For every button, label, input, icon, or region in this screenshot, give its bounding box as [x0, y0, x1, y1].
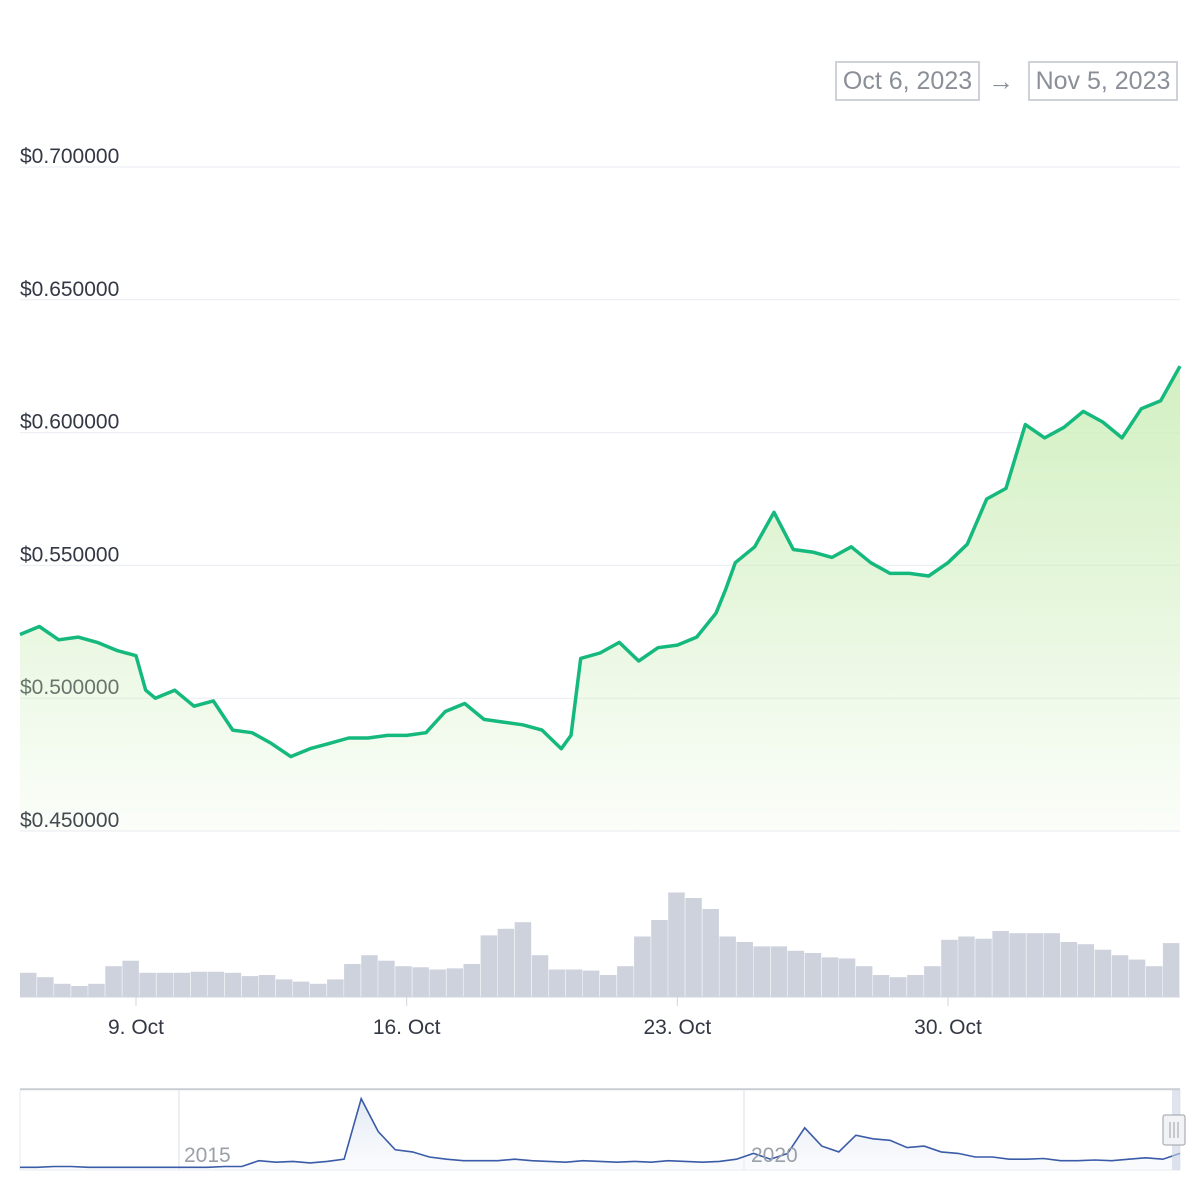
volume-bar [548, 969, 566, 997]
volume-bar [122, 960, 139, 997]
volume-bar [344, 964, 361, 997]
volume-bar [497, 928, 515, 997]
volume-bar [634, 936, 651, 997]
volume-bar [224, 972, 242, 997]
volume-bar [872, 975, 890, 997]
volume-bar [992, 931, 1009, 997]
volume-bar [1026, 933, 1043, 997]
volume-bar [258, 975, 276, 997]
navigator-ticks: 2015 2020 [184, 1144, 798, 1167]
date-range-from-input[interactable]: Oct 6, 2023 [835, 61, 980, 101]
x-tick-label: 30. Oct [914, 1016, 982, 1039]
volume-bars [20, 892, 1180, 997]
volume-bar [1043, 933, 1060, 997]
volume-bar [531, 955, 549, 997]
volume-bar [395, 966, 412, 997]
volume-bar [88, 983, 105, 997]
navigator-handle[interactable] [1162, 1114, 1186, 1146]
volume-bar [1060, 942, 1078, 997]
volume-bar [770, 946, 788, 997]
volume-bar [139, 972, 156, 997]
navigator[interactable]: 2015 2020 [19, 1088, 1186, 1171]
volume-bar [20, 972, 37, 997]
volume-bar [480, 935, 498, 997]
volume-bar [890, 977, 907, 997]
volume-bar [292, 981, 310, 997]
volume-bar [1111, 955, 1129, 997]
volume-bar [804, 953, 822, 997]
volume-bar [702, 909, 719, 997]
volume-bar [719, 936, 736, 997]
x-axis-ticks: 9. Oct 16. Oct 23. Oct 30. Oct [108, 997, 982, 1039]
volume-bar [685, 898, 702, 997]
volume-bar [855, 966, 873, 997]
volume-bar [446, 968, 463, 997]
volume-bar [582, 970, 600, 997]
volume-bar [105, 966, 122, 997]
volume-bar [514, 922, 532, 997]
volume-bar [463, 964, 480, 997]
navigator-tick-label: 2015 [184, 1144, 231, 1167]
volume-bar [37, 977, 54, 997]
navigator-line [20, 1096, 1181, 1169]
volume-bar [753, 946, 770, 997]
navigator-area [20, 1098, 1180, 1170]
volume-bar [71, 986, 88, 997]
volume-bar [736, 942, 753, 997]
volume-bar [361, 955, 378, 997]
volume-bar [54, 983, 71, 997]
volume-bar [1077, 944, 1095, 997]
volume-bar [787, 950, 805, 997]
volume-bar [651, 920, 668, 997]
price-line [19, 365, 1182, 759]
volume-bar [173, 972, 190, 997]
date-range-to-input[interactable]: Nov 5, 2023 [1028, 61, 1178, 101]
price-area-fill [20, 366, 1180, 831]
volume-bar [941, 939, 958, 997]
volume-bar [190, 971, 208, 997]
volume-bar [429, 969, 446, 997]
volume-bar [821, 957, 839, 997]
volume-bar [412, 967, 429, 997]
volume-bar [975, 938, 992, 997]
x-tick-label: 23. Oct [643, 1016, 711, 1039]
volume-bar [156, 972, 173, 997]
volume-bar [600, 975, 617, 997]
volume-bar [1094, 949, 1112, 997]
volume-bar [617, 966, 634, 997]
volume-bar [1128, 959, 1146, 997]
volume-bar [907, 975, 924, 997]
volume-bar [1145, 966, 1163, 997]
x-tick-label: 9. Oct [108, 1016, 164, 1039]
volume-bar [1162, 943, 1180, 997]
date-range-arrow: → [988, 66, 1014, 96]
volume-bar [838, 958, 856, 997]
y-tick-label: $0.550000 [20, 543, 119, 566]
volume-bar [668, 892, 685, 997]
volume-bar [275, 979, 293, 997]
y-tick-label: $0.700000 [20, 145, 119, 168]
y-tick-label: $0.650000 [20, 278, 119, 301]
volume-bar [241, 976, 259, 997]
volume-bar [924, 966, 941, 997]
volume-bar [1009, 933, 1026, 997]
volume-bar [310, 983, 327, 997]
y-tick-label: $0.600000 [20, 411, 119, 434]
navigator-tick-label: 2020 [751, 1144, 798, 1167]
volume-bar [378, 960, 395, 997]
volume-bar [207, 971, 225, 997]
x-tick-label: 16. Oct [373, 1016, 441, 1039]
volume-bar [565, 969, 583, 997]
volume-bar [327, 979, 344, 997]
volume-bar [958, 936, 975, 997]
